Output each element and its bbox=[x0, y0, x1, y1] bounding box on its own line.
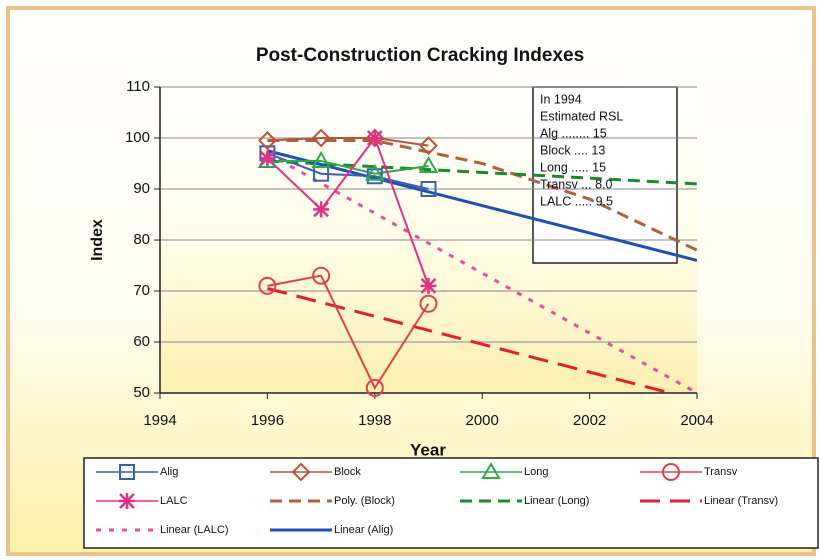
marker bbox=[366, 130, 383, 146]
y-tick-label: 70 bbox=[133, 282, 150, 299]
marker bbox=[259, 150, 276, 167]
y-tick-label: 110 bbox=[126, 78, 150, 95]
legend-label: Linear (LALC) bbox=[160, 524, 228, 536]
annotation-line: LALC ..... 9.5 bbox=[540, 194, 613, 208]
marker bbox=[481, 461, 501, 479]
marker bbox=[257, 131, 277, 150]
series-line bbox=[267, 159, 429, 175]
annotation-line: In 1994 bbox=[540, 92, 582, 106]
marker bbox=[257, 150, 278, 168]
y-tick-label: 60 bbox=[133, 333, 150, 350]
x-tick-label: 2004 bbox=[680, 412, 713, 429]
legend-label: LALC bbox=[160, 495, 188, 507]
marker bbox=[119, 493, 135, 509]
series-line bbox=[267, 137, 429, 147]
marker bbox=[312, 266, 331, 285]
y-tick-label: 80 bbox=[133, 231, 150, 248]
annotation-line: Alg ........ 15 bbox=[540, 126, 607, 140]
y-axis-label: Index bbox=[89, 219, 106, 261]
y-tick-label: 100 bbox=[125, 129, 150, 146]
marker bbox=[419, 136, 438, 156]
marker bbox=[418, 156, 439, 174]
y-tick-label: 50 bbox=[133, 384, 150, 401]
legend-label: Linear (Transv) bbox=[704, 495, 778, 507]
chart-title: Post-Construction Cracking Indexes bbox=[256, 45, 584, 66]
marker bbox=[119, 464, 135, 480]
marker bbox=[420, 181, 437, 197]
x-tick-label: 1998 bbox=[358, 412, 391, 429]
y-tick-label: 90 bbox=[133, 180, 150, 197]
legend-label: Long bbox=[524, 466, 548, 478]
legend bbox=[83, 457, 819, 549]
marker bbox=[662, 463, 680, 481]
legend-label: Block bbox=[334, 466, 361, 478]
series-line bbox=[266, 135, 430, 287]
marker bbox=[311, 150, 331, 168]
annotation-line: Block .... 13 bbox=[540, 143, 605, 157]
marker bbox=[365, 378, 384, 397]
x-tick-label: 1994 bbox=[143, 412, 176, 429]
x-tick-label: 2000 bbox=[466, 412, 499, 429]
trend-line bbox=[266, 151, 697, 393]
marker bbox=[419, 294, 438, 313]
marker bbox=[311, 128, 331, 148]
annotation-line: Long ..... 15 bbox=[540, 160, 606, 174]
marker bbox=[258, 276, 277, 295]
annotation-line: Transv ... 8.0 bbox=[540, 177, 613, 191]
annotation-line: Estimated RSL bbox=[540, 109, 623, 123]
trend-line bbox=[267, 149, 697, 262]
legend-label: Linear (Alig) bbox=[334, 524, 393, 536]
x-tick-label: 2002 bbox=[573, 412, 606, 429]
marker bbox=[420, 277, 437, 294]
legend-label: Poly. (Block) bbox=[334, 495, 395, 507]
legend-label: Alig bbox=[160, 466, 178, 478]
marker bbox=[291, 462, 311, 482]
legend-label: Linear (Long) bbox=[524, 495, 589, 507]
marker bbox=[365, 163, 385, 181]
x-axis-label: Year bbox=[410, 440, 446, 459]
legend-label: Transv bbox=[704, 466, 738, 478]
x-tick-label: 1996 bbox=[251, 412, 284, 429]
trend-line bbox=[267, 159, 697, 186]
series-group bbox=[266, 135, 697, 393]
series-line bbox=[267, 274, 430, 390]
marker bbox=[313, 201, 330, 218]
trend-line bbox=[267, 139, 697, 252]
